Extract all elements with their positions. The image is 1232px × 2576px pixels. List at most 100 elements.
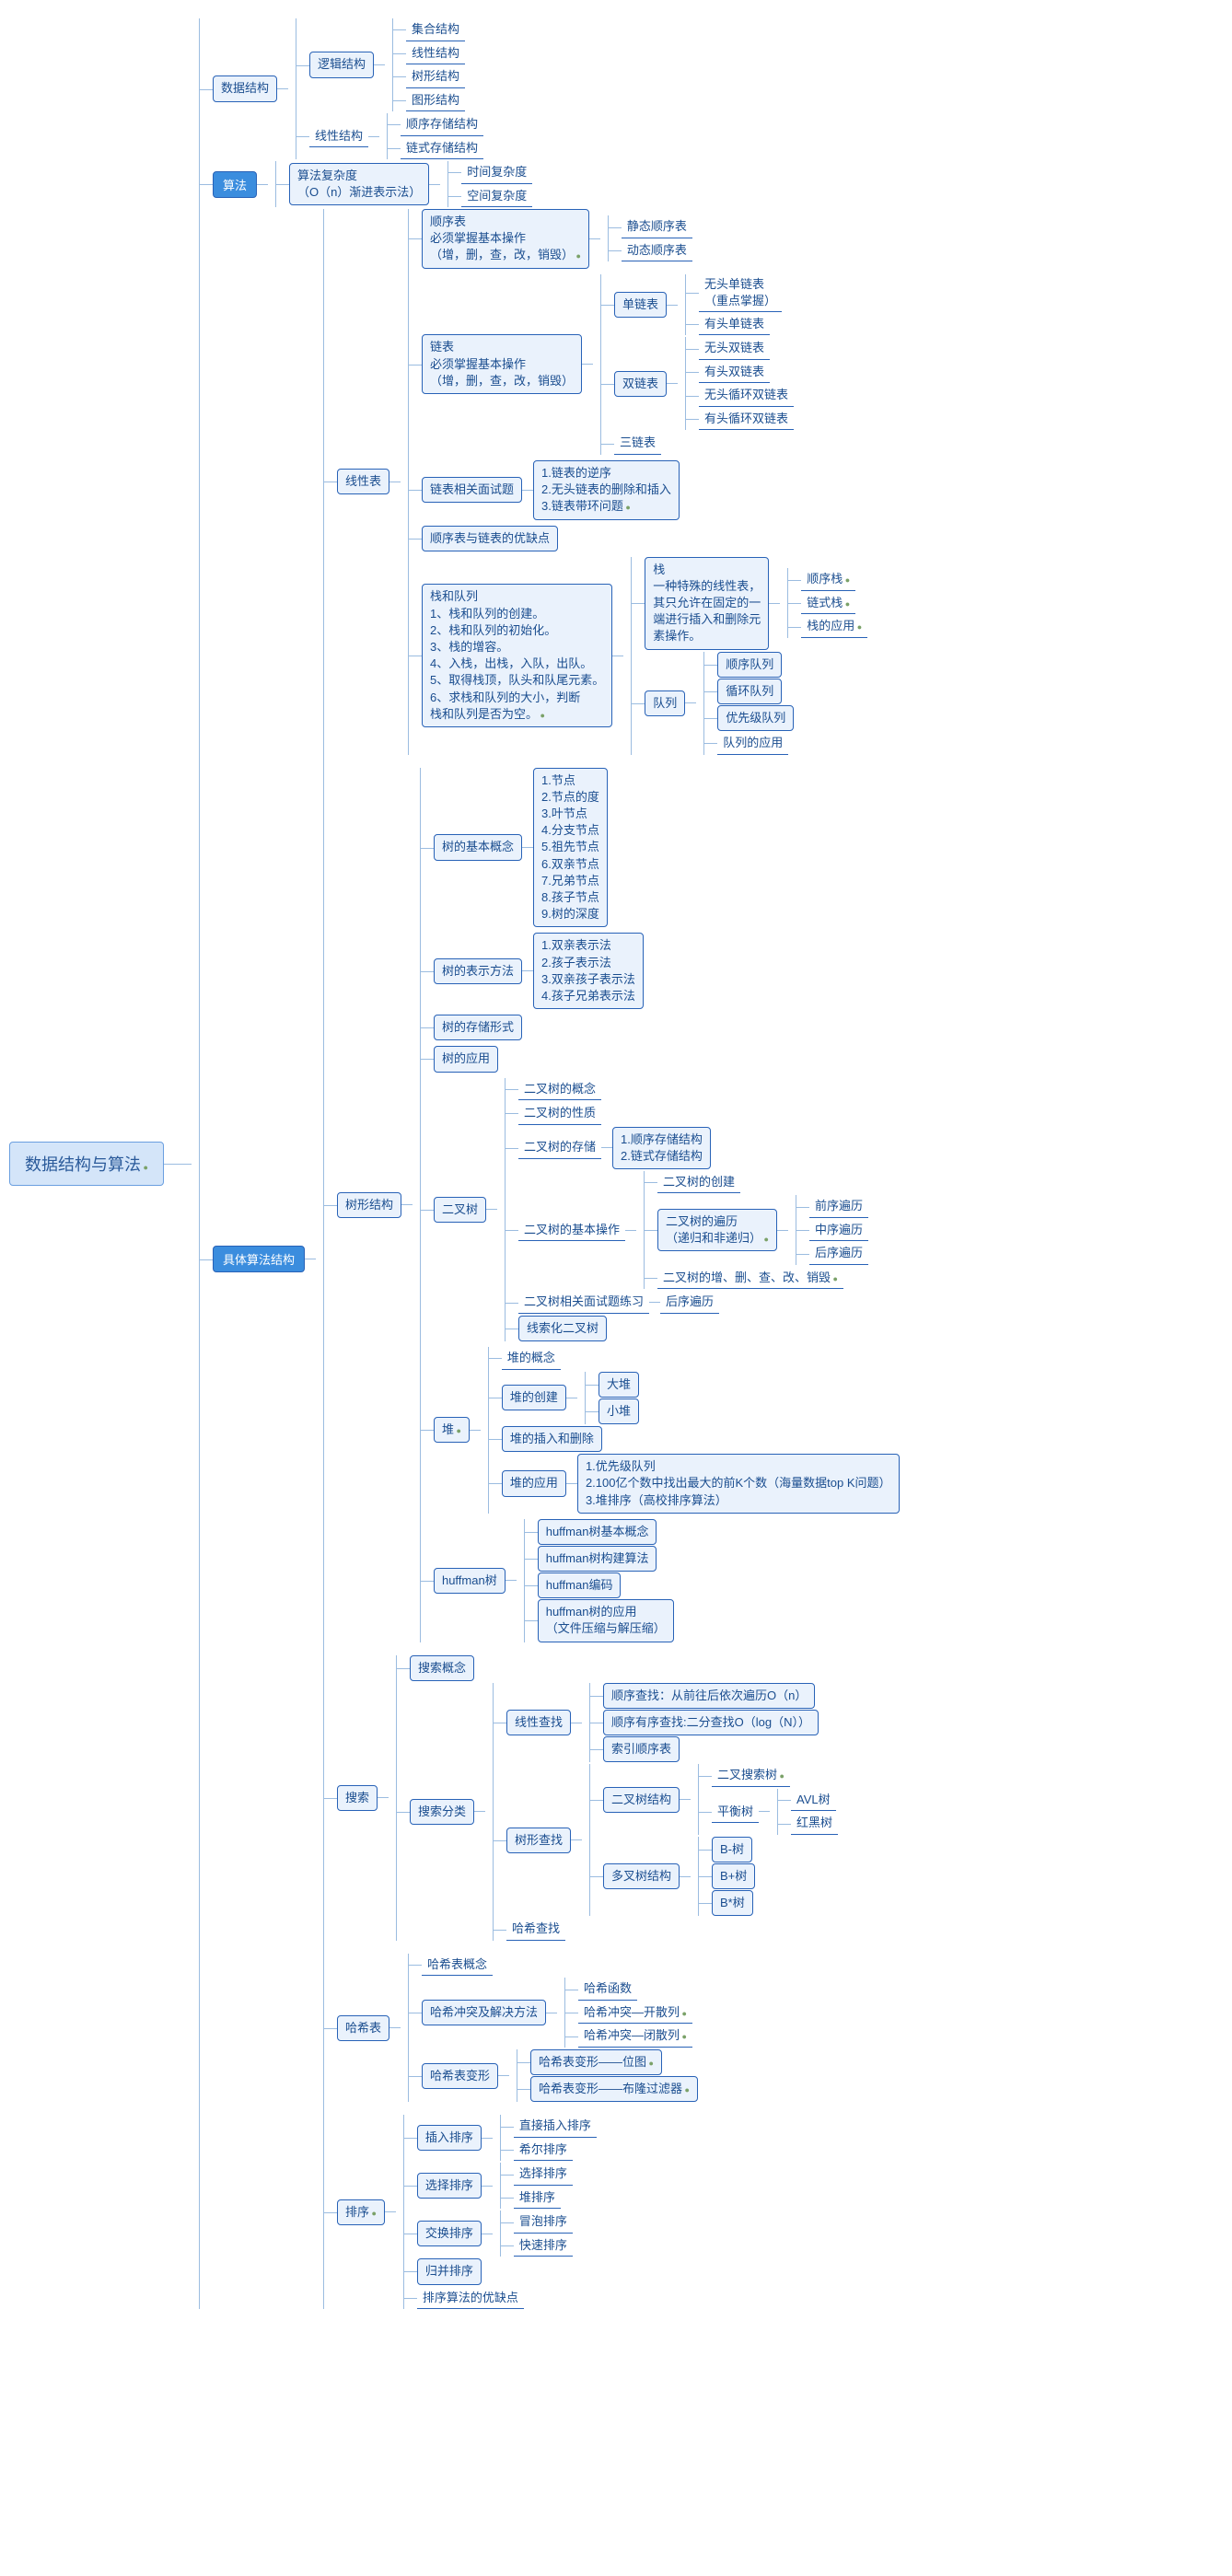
leaf-time-complexity: 时间复杂度 (461, 161, 532, 184)
node-double-link[interactable]: 双链表 (614, 371, 667, 397)
leaf-linear: 线性结构 (406, 42, 465, 65)
level1-children: 数据结构 逻辑结构 集合结构 线性结构 树形结构 图形结构 线性结构 (199, 18, 900, 2309)
node-tree-storage[interactable]: 树的存储形式 (434, 1015, 522, 1040)
node-link-table[interactable]: 链表 必须掌握基本操作 （增，删，查，改，销毁） (422, 334, 582, 394)
leaf-hash-func: 哈希函数 (578, 1978, 637, 2001)
leaf-seq-stack: 顺序栈 (801, 568, 855, 591)
leaf-close-hash: 哈希冲突—闭散列 (578, 2025, 692, 2048)
node-linear-table[interactable]: 线性表 (337, 469, 389, 494)
node-concrete[interactable]: 具体算法结构 (213, 1246, 305, 1272)
leaf-stack-app: 栈的应用 (801, 615, 867, 638)
branch-linear-table: 线性表 顺序表 必须掌握基本操作 （增，删，查，改，销毁） 静态顺序表 动态顺序… (324, 209, 900, 755)
node-search-concept[interactable]: 搜索概念 (410, 1655, 474, 1681)
node-stack-queue[interactable]: 栈和队列 1、栈和队列的创建。 2、栈和队列的初始化。 3、栈的增容。 4、入栈… (422, 584, 612, 727)
leaf-direct-insert: 直接插入排序 (514, 2115, 597, 2138)
node-heap[interactable]: 堆 (434, 1417, 470, 1443)
node-binary-tree[interactable]: 二叉树 (434, 1197, 486, 1223)
node-b-traverse[interactable]: 二叉树的遍历 （递归和非递归） (657, 1209, 777, 1251)
branch-search: 搜索 搜索概念 搜索分类 线性查找 (324, 1655, 900, 1941)
node-data-structure[interactable]: 数据结构 (213, 75, 277, 101)
node-search-classify[interactable]: 搜索分类 (410, 1799, 474, 1825)
node-seq-link-compare[interactable]: 顺序表与链表的优缺点 (422, 526, 558, 551)
leaf-noh-circ-double: 无头循环双链表 (699, 384, 794, 407)
leaf-b-store: 二叉树的存储 (518, 1136, 601, 1159)
leaf-b-interview: 二叉树相关面试题练习 (518, 1291, 649, 1314)
node-seq-table[interactable]: 顺序表 必须掌握基本操作 （增，删，查，改，销毁） (422, 209, 589, 269)
mindmap-root-row: 数据结构与算法 数据结构 逻辑结构 集合结构 线性结构 树形结构 图形结构 (9, 18, 1223, 2309)
leaf-link-interview-items: 1.链表的逆序 2.无头链表的删除和插入 3.链表带环问题 (533, 460, 680, 520)
leaf-static-seq: 静态顺序表 (622, 215, 692, 238)
leaf-noh-double: 无头双链表 (699, 337, 770, 360)
node-tree-app[interactable]: 树的应用 (434, 1046, 498, 1072)
node-hash-conflict[interactable]: 哈希冲突及解决方法 (422, 2000, 546, 2025)
node-linear-structure[interactable]: 线性结构 (309, 125, 368, 148)
node-logic-structure[interactable]: 逻辑结构 (309, 52, 374, 77)
leaf-link-store: 链式存储结构 (401, 137, 483, 160)
leaf-seq-search: 顺序查找：从前往后依次遍历O（n） (603, 1683, 815, 1709)
leaf-heap-app-items: 1.优先级队列 2.100亿个数中找出最大的前K个数（海量数据top K问题） … (577, 1454, 900, 1514)
leaf-b-plus: B+树 (712, 1863, 755, 1889)
node-sort[interactable]: 排序 (337, 2199, 385, 2225)
leaf-link-stack: 链式栈 (801, 592, 855, 615)
node-bin-struct[interactable]: 二叉树结构 (603, 1787, 680, 1813)
leaf-huff-app: huffman树的应用 （文件压缩与解压缩） (538, 1599, 674, 1642)
node-select-sort[interactable]: 选择排序 (417, 2173, 482, 2199)
leaf-b-concept: 二叉树的概念 (518, 1078, 601, 1101)
leaf-set: 集合结构 (406, 18, 465, 41)
leaf-dynamic-seq: 动态顺序表 (622, 239, 692, 262)
leaf-bubble: 冒泡排序 (514, 2210, 573, 2234)
leaf-huff-build: huffman树构建算法 (538, 1546, 657, 1572)
leaf-b-star: B*树 (712, 1890, 753, 1916)
leaf-index-seq: 索引顺序表 (603, 1736, 680, 1762)
leaf-hash-search: 哈希查找 (506, 1918, 565, 1941)
node-threaded[interactable]: 线索化二叉树 (518, 1316, 607, 1341)
branch-concrete: 具体算法结构 线性表 顺序表 必须掌握基本操作 （增，删，查，改，销毁） 静态顺… (200, 209, 900, 2309)
leaf-b-create: 二叉树的创建 (657, 1171, 740, 1194)
branch-data-structure: 数据结构 逻辑结构 集合结构 线性结构 树形结构 图形结构 线性结构 (200, 18, 900, 159)
node-heap-insert[interactable]: 堆的插入和删除 (502, 1426, 602, 1452)
node-tree-search[interactable]: 树形查找 (506, 1828, 571, 1853)
node-link-interview[interactable]: 链表相关面试题 (422, 477, 522, 503)
node-multi-tree[interactable]: 多叉树结构 (603, 1863, 680, 1889)
node-heap-app[interactable]: 堆的应用 (502, 1470, 566, 1496)
leaf-heap-concept: 堆的概念 (502, 1347, 561, 1370)
node-linear-search[interactable]: 线性查找 (506, 1710, 571, 1735)
node-stack[interactable]: 栈 一种特殊的线性表， 其只允许在固定的一 端进行插入和删除元 素操作。 (645, 557, 769, 650)
leaf-graph: 图形结构 (406, 89, 465, 112)
node-merge-sort[interactable]: 归并排序 (417, 2258, 482, 2284)
leaf-hash-concept: 哈希表概念 (422, 1954, 493, 1977)
node-heap-create[interactable]: 堆的创建 (502, 1385, 566, 1410)
leaf-select: 选择排序 (514, 2163, 573, 2186)
node-algorithm[interactable]: 算法 (213, 171, 257, 198)
node-tree-basic[interactable]: 树的基本概念 (434, 834, 522, 860)
leaf-seq-queue: 顺序队列 (717, 652, 782, 678)
leaf-preorder: 前序遍历 (809, 1195, 868, 1218)
leaf-tree: 树形结构 (406, 65, 465, 88)
leaf-b-ops: 二叉树的基本操作 (518, 1219, 625, 1242)
node-search[interactable]: 搜索 (337, 1785, 378, 1811)
leaf-huff-encode: huffman编码 (538, 1572, 622, 1598)
leaf-bloom: 哈希表变形——布隆过滤器 (530, 2076, 698, 2102)
leaf-seq-store: 顺序存储结构 (401, 113, 483, 136)
root-node[interactable]: 数据结构与算法 (9, 1142, 164, 1186)
node-insert-sort[interactable]: 插入排序 (417, 2125, 482, 2151)
leaf-b-store-items: 1.顺序存储结构 2.链式存储结构 (612, 1127, 711, 1169)
leaf-three-link: 三链表 (614, 432, 661, 455)
leaf-prio-queue: 优先级队列 (717, 705, 794, 731)
node-tree-struct[interactable]: 树形结构 (337, 1192, 401, 1218)
leaf-b-post: 后序遍历 (660, 1291, 719, 1314)
node-huffman[interactable]: huffman树 (434, 1568, 506, 1594)
node-hash-variant[interactable]: 哈希表变形 (422, 2063, 498, 2089)
leaf-queue-app: 队列的应用 (717, 732, 788, 755)
leaf-b-prop: 二叉树的性质 (518, 1102, 601, 1125)
leaf-b-tree: B-树 (712, 1837, 752, 1862)
node-swap-sort[interactable]: 交换排序 (417, 2221, 482, 2246)
leaf-rbtree: 红黑树 (791, 1812, 838, 1835)
node-single-link[interactable]: 单链表 (614, 292, 667, 318)
node-complexity[interactable]: 算法复杂度 （O（n）渐进表示法） (289, 163, 429, 205)
node-hash[interactable]: 哈希表 (337, 2015, 389, 2041)
node-queue[interactable]: 队列 (645, 690, 685, 716)
leaf-space-complexity: 空间复杂度 (461, 185, 532, 208)
node-tree-represent[interactable]: 树的表示方法 (434, 958, 522, 984)
leaf-inorder: 中序遍历 (809, 1219, 868, 1242)
